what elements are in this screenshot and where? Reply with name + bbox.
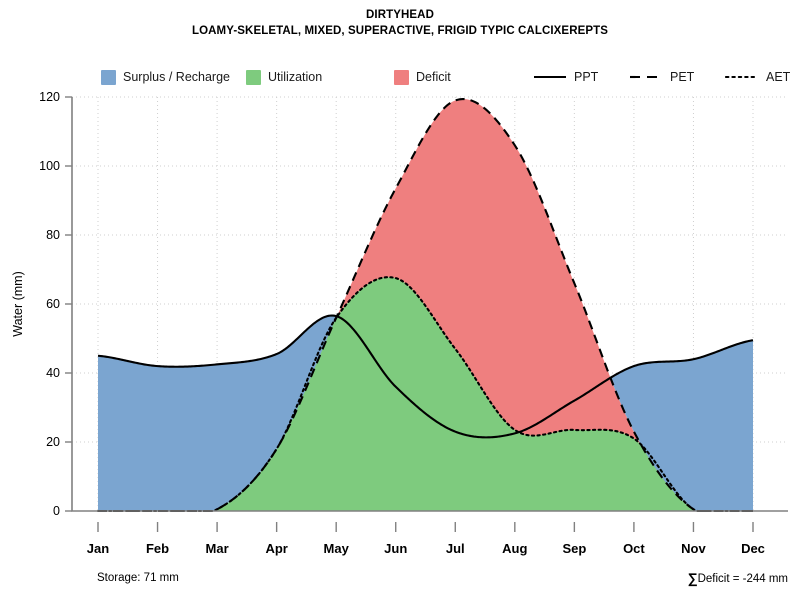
legend-item-surplus: Surplus / Recharge [101,67,230,87]
sigma-icon: ∑ [687,570,698,586]
x-tick-label-oct: Oct [623,541,645,556]
legend-label-ppt: PPT [574,70,599,84]
x-tick-label-jan: Jan [87,541,109,556]
y-tick-label: 60 [46,297,60,311]
utilization-swatch-icon [246,69,261,85]
surplus-swatch-icon [101,69,116,85]
x-tick-label-may: May [324,541,350,556]
deficit-total-note: ∑Deficit = -244 mm [688,570,788,586]
legend-label-surplus: Surplus / Recharge [123,70,231,84]
legend-item-pet: PET [629,67,694,87]
legend-item-ppt: PPT [533,67,598,87]
x-tick-label-apr: Apr [265,541,287,556]
legend-item-deficit: Deficit [394,67,451,87]
ppt-curve [97,314,754,439]
storage-note: Storage: 71 mm [97,572,179,584]
legend-item-utilization: Utilization [246,67,322,87]
x-tick-label-jul: Jul [446,541,465,556]
x-tick-label-dec: Dec [741,541,765,556]
dashed-line-icon [629,70,663,84]
deficit-swatch-icon [394,69,409,85]
x-tick-label-nov: Nov [681,541,706,556]
legend-label-deficit: Deficit [416,70,451,84]
surplus-band [610,340,753,511]
y-tick-label: 80 [46,228,60,242]
x-tick-label-feb: Feb [146,541,169,556]
legend-item-aet: AET [725,67,790,87]
y-tick-label: 20 [46,435,60,449]
y-axis: 0 20 40 60 80 100 120 [39,90,72,518]
legend-label-aet: AET [766,70,791,84]
solid-line-icon [533,70,567,84]
y-tick-label: 40 [46,366,60,380]
page-title: DIRTYHEAD LOAMY-SKELETAL, MIXED, SUPERAC… [0,7,800,39]
x-tick-label-mar: Mar [206,541,229,556]
x-tick-label-sep: Sep [562,541,586,556]
legend-label-pet: PET [670,70,695,84]
utilization-band [98,277,753,511]
title-line-1: DIRTYHEAD [366,9,434,21]
chart-legend: Surplus / Recharge Utilization Deficit P… [72,67,790,87]
title-line-2: LOAMY-SKELETAL, MIXED, SUPERACTIVE, FRIG… [191,25,609,37]
x-tick-label-aug: Aug [502,541,527,556]
y-tick-label: 0 [53,504,60,518]
deficit-band [337,99,641,445]
legend-label-utilization: Utilization [268,70,323,84]
dotted-line-icon [725,70,759,84]
surplus-band [98,315,336,511]
x-tick-label-jun: Jun [384,541,407,556]
y-tick-label: 120 [39,90,60,104]
x-axis: Jan Feb Mar Apr May Jun Jul Aug Sep Oct Nov Dec [87,522,765,556]
y-axis-title: Water (mm) [11,271,25,337]
y-tick-label: 100 [39,159,60,173]
deficit-total-text: Deficit = -244 mm [697,573,788,585]
